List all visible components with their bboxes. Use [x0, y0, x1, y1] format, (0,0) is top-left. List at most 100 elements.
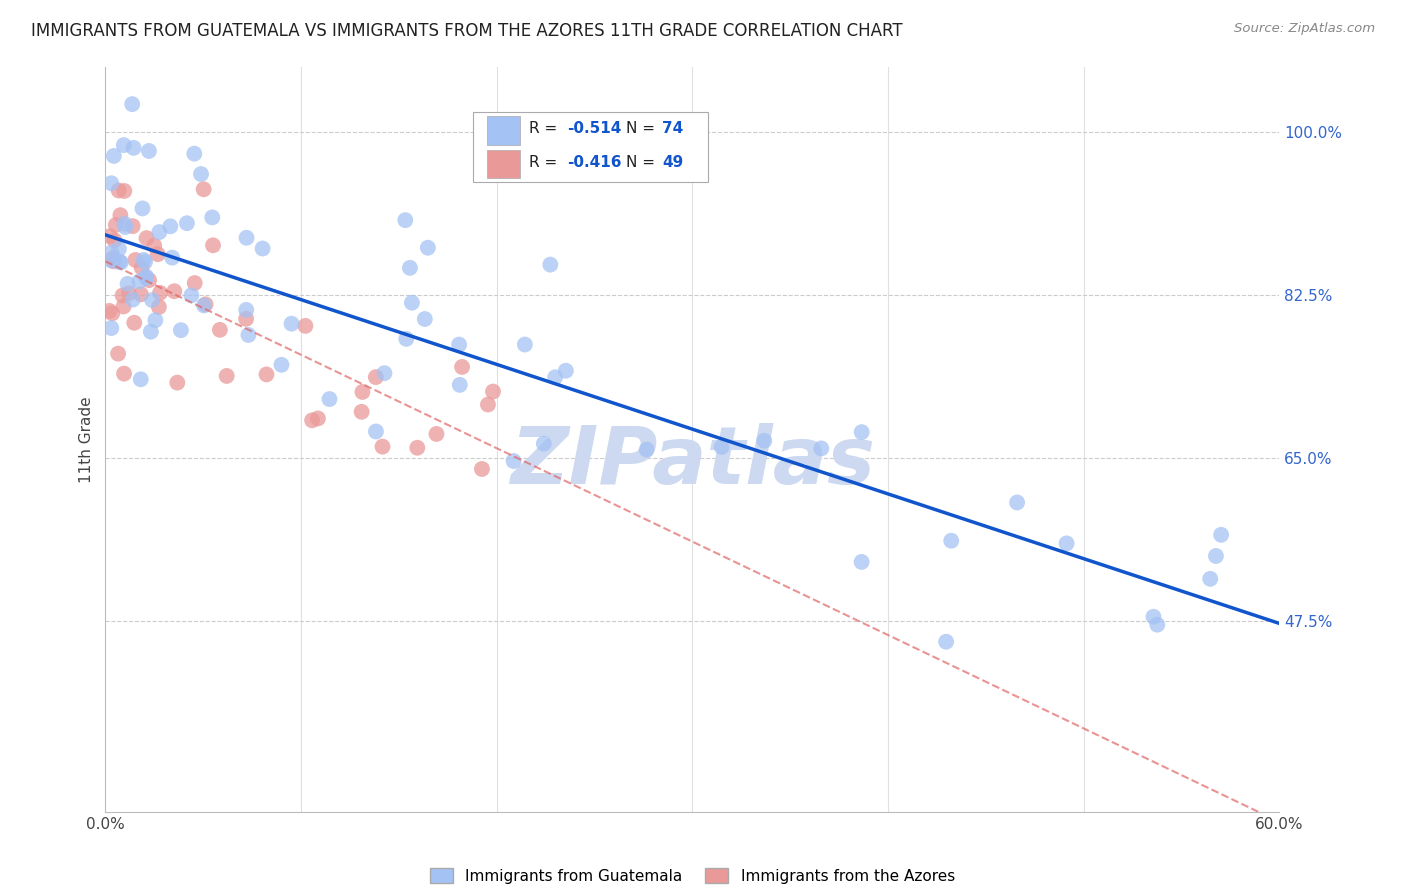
Text: IMMIGRANTS FROM GUATEMALA VS IMMIGRANTS FROM THE AZORES 11TH GRADE CORRELATION C: IMMIGRANTS FROM GUATEMALA VS IMMIGRANTS …: [31, 22, 903, 40]
Point: [538, 258, 561, 272]
Point: [477, 398, 499, 412]
Point: [148, 300, 170, 314]
Point: [810, 442, 832, 456]
Bar: [472, 112, 707, 182]
Point: [301, 413, 323, 427]
Point: [425, 426, 447, 441]
Point: [112, 300, 135, 314]
Point: [394, 213, 416, 227]
Text: R =: R =: [529, 154, 562, 169]
Point: [201, 211, 224, 225]
Text: N =: N =: [626, 121, 659, 136]
Point: [98, 304, 121, 318]
Point: [364, 370, 387, 384]
Point: [513, 337, 536, 351]
Point: [183, 276, 205, 290]
Point: [533, 436, 555, 450]
Point: [406, 441, 429, 455]
Point: [131, 260, 153, 275]
Point: [636, 442, 658, 457]
Point: [413, 312, 436, 326]
Point: [252, 242, 274, 256]
Point: [193, 298, 215, 312]
Point: [318, 392, 340, 406]
Point: [148, 225, 170, 239]
Point: [449, 337, 471, 351]
Point: [1056, 536, 1078, 550]
Point: [935, 634, 957, 648]
Point: [416, 241, 439, 255]
Text: N =: N =: [626, 154, 659, 169]
Point: [294, 318, 316, 333]
Point: [163, 284, 186, 298]
Point: [1142, 609, 1164, 624]
Point: [112, 367, 135, 381]
Point: [129, 372, 152, 386]
Text: R =: R =: [529, 121, 562, 136]
Text: 74: 74: [662, 121, 683, 136]
Point: [180, 288, 202, 302]
Point: [399, 260, 422, 275]
Point: [159, 219, 181, 234]
Text: 49: 49: [662, 154, 683, 169]
Point: [112, 184, 135, 198]
Point: [160, 251, 183, 265]
Point: [100, 245, 122, 260]
Point: [103, 251, 125, 265]
Point: [135, 231, 157, 245]
Point: [122, 316, 145, 330]
Legend: Immigrants from Guatemala, Immigrants from the Azores: Immigrants from Guatemala, Immigrants fr…: [425, 862, 960, 889]
Point: [235, 311, 257, 326]
Point: [190, 167, 212, 181]
Text: -0.514: -0.514: [567, 121, 621, 136]
Point: [103, 254, 125, 268]
Point: [122, 141, 145, 155]
Point: [235, 231, 257, 245]
Point: [1005, 495, 1028, 509]
Point: [350, 405, 373, 419]
Point: [502, 454, 524, 468]
Point: [131, 202, 153, 216]
Point: [1211, 528, 1233, 542]
Point: [280, 317, 302, 331]
Point: [270, 358, 292, 372]
Point: [401, 295, 423, 310]
Point: [710, 440, 733, 454]
Point: [1146, 617, 1168, 632]
Point: [139, 325, 162, 339]
Point: [166, 376, 188, 390]
Point: [103, 149, 125, 163]
Point: [110, 208, 132, 222]
Point: [215, 368, 238, 383]
Point: [112, 138, 135, 153]
Point: [121, 219, 143, 233]
Point: [371, 440, 394, 454]
Point: [851, 555, 873, 569]
Point: [307, 411, 329, 425]
Point: [117, 277, 139, 291]
Point: [170, 323, 193, 337]
Point: [851, 425, 873, 439]
Point: [235, 302, 257, 317]
Bar: [486, 150, 520, 178]
Text: -0.416: -0.416: [567, 154, 621, 169]
Point: [111, 288, 134, 302]
Point: [1205, 549, 1227, 563]
Point: [141, 293, 163, 307]
Point: [544, 370, 567, 384]
Point: [134, 254, 156, 268]
Point: [135, 269, 157, 284]
Point: [100, 176, 122, 190]
Point: [107, 184, 129, 198]
Point: [108, 242, 131, 256]
Point: [193, 182, 215, 196]
Text: ZIPatlas: ZIPatlas: [510, 423, 875, 500]
Point: [208, 323, 231, 337]
Point: [132, 252, 155, 267]
Point: [100, 253, 122, 268]
Point: [941, 533, 963, 548]
Point: [482, 384, 505, 399]
Point: [121, 293, 143, 307]
Point: [449, 377, 471, 392]
Point: [202, 238, 225, 252]
